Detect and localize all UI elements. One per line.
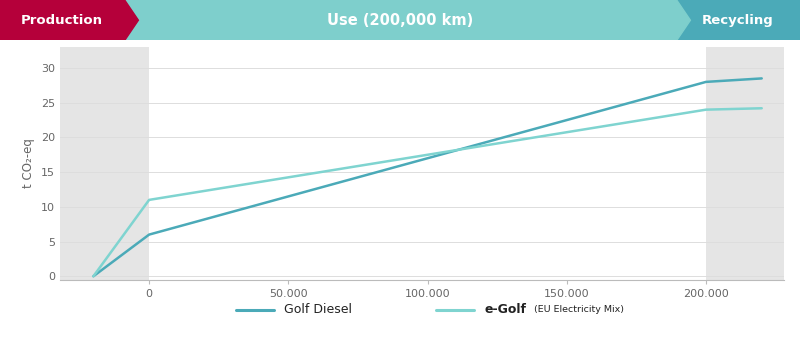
Text: Recycling: Recycling — [702, 14, 774, 27]
Bar — [60, 47, 149, 280]
Text: Production: Production — [21, 14, 103, 27]
Bar — [676, 0, 800, 40]
FancyArrow shape — [124, 0, 690, 41]
FancyArrow shape — [0, 0, 138, 41]
Y-axis label: t CO₂-eq: t CO₂-eq — [22, 139, 35, 188]
Text: (EU Electricity Mix): (EU Electricity Mix) — [534, 305, 625, 314]
Text: e-Golf: e-Golf — [484, 303, 526, 316]
Text: Use (200,000 km): Use (200,000 km) — [327, 13, 473, 28]
Bar — [706, 47, 784, 280]
Text: Golf Diesel: Golf Diesel — [284, 303, 352, 316]
